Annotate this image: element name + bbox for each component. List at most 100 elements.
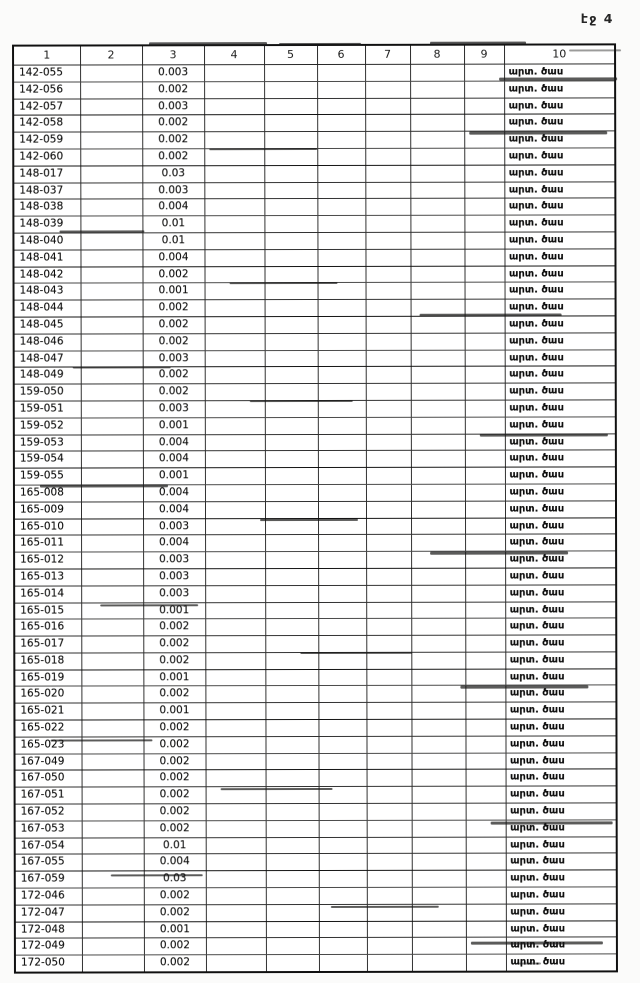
empty-cell	[465, 618, 506, 636]
empty-cell	[81, 854, 144, 872]
value-cell: 0.002	[143, 803, 206, 821]
empty-cell	[205, 854, 266, 871]
empty-cell	[317, 148, 366, 166]
empty-cell	[317, 181, 366, 199]
empty-cell	[205, 803, 266, 821]
value-cell: 0.002	[142, 316, 205, 334]
value-cell: 0.002	[142, 148, 205, 166]
empty-cell	[465, 819, 506, 837]
empty-cell	[264, 484, 318, 502]
empty-cell	[204, 383, 265, 401]
sample-id-cell: 165-016	[14, 619, 82, 637]
empty-cell	[81, 619, 144, 637]
empty-cell	[204, 450, 265, 468]
sample-id-cell: 165-021	[14, 703, 82, 721]
note-cell: արտ. ծաս	[504, 433, 616, 451]
sample-id-cell: 159-051	[13, 400, 81, 418]
empty-cell	[265, 618, 319, 636]
table-row: 142-060 0.002 արտ. ծաս	[13, 147, 616, 166]
value-cell: 0.001	[142, 283, 205, 301]
empty-cell	[317, 484, 366, 502]
empty-cell	[366, 954, 412, 972]
table-row: 148-038 0.004 արտ. ծաս	[13, 198, 616, 217]
empty-cell	[410, 265, 465, 283]
empty-cell	[465, 853, 506, 871]
note-cell: արտ. ծաս	[505, 920, 617, 938]
empty-cell	[465, 786, 506, 804]
empty-cell	[365, 501, 412, 518]
empty-cell	[204, 131, 265, 149]
table-row: 165-023 0.002 արտ. ծաս	[14, 735, 617, 754]
empty-cell	[465, 920, 506, 938]
empty-cell	[464, 332, 505, 350]
empty-cell	[204, 350, 265, 368]
empty-cell	[265, 837, 319, 855]
empty-cell	[81, 770, 144, 788]
empty-cell	[366, 517, 412, 535]
empty-cell	[410, 282, 465, 300]
value-cell: 0.002	[142, 131, 205, 149]
empty-cell	[464, 232, 505, 249]
table-row: 148-017 0.03 արտ. ծաս	[13, 164, 616, 183]
table-row: 165-012 0.003 արտ. ծաս	[14, 550, 617, 570]
empty-cell	[465, 937, 506, 955]
empty-cell	[465, 903, 506, 921]
column-header: 6	[317, 44, 366, 65]
empty-cell	[80, 98, 143, 116]
sample-id-cell: 167-054	[14, 837, 82, 855]
empty-cell	[80, 64, 143, 82]
empty-cell	[318, 954, 367, 973]
empty-cell	[205, 770, 266, 787]
sample-id-cell: 159-055	[13, 468, 81, 486]
note-cell: արտ. ծաս	[504, 114, 616, 132]
empty-cell	[317, 333, 366, 351]
empty-cell	[411, 836, 466, 854]
sample-id-cell: 142-058	[13, 115, 81, 133]
empty-cell	[365, 299, 411, 317]
table-row: 167-049 0.002 արտ. ծաս	[14, 752, 617, 771]
value-cell: 0.003	[142, 400, 205, 418]
note-cell: արտ. ծաս	[505, 954, 617, 972]
empty-cell	[81, 635, 144, 653]
empty-cell	[265, 685, 319, 703]
sample-id-cell: 148-037	[13, 182, 81, 200]
table-row: 142-055 0.003 արտ. ծաս	[13, 63, 616, 82]
empty-cell	[264, 215, 318, 233]
table-row: 172-047 0.002 արտ. ծաս	[14, 903, 617, 922]
empty-cell	[80, 367, 143, 385]
value-cell: 0.003	[143, 518, 206, 536]
table-row: 148-049 0.002 արտ. ծաս	[13, 366, 616, 385]
table-row: 165-011 0.004 արտ. ծաս	[14, 534, 617, 553]
empty-cell	[81, 753, 144, 771]
empty-cell	[464, 181, 505, 199]
empty-cell	[204, 282, 265, 300]
empty-cell	[204, 165, 265, 183]
note-cell: արտ. ծաս	[504, 466, 616, 485]
value-cell: 0.003	[143, 585, 206, 603]
empty-cell	[366, 803, 412, 821]
note-cell: արտ. ծաս	[505, 584, 617, 602]
table-row: 167-052 0.002 արտ. ծաս	[14, 802, 617, 821]
empty-cell	[80, 232, 143, 250]
empty-cell	[464, 114, 505, 132]
empty-cell	[265, 719, 319, 737]
empty-cell	[204, 333, 265, 351]
empty-cell	[410, 64, 465, 82]
value-cell: 0.003	[142, 98, 205, 116]
column-header: 10	[504, 44, 616, 65]
empty-cell	[465, 954, 506, 972]
empty-cell	[80, 165, 143, 183]
empty-cell	[366, 702, 412, 720]
value-cell: 0.004	[143, 854, 206, 872]
note-cell: արտ. ծաս	[505, 769, 617, 787]
sample-id-cell: 172-048	[14, 921, 82, 939]
empty-cell	[318, 685, 367, 703]
empty-cell	[80, 384, 143, 401]
note-cell: արտ. ծաս	[504, 181, 616, 199]
empty-cell	[205, 669, 266, 687]
empty-cell	[318, 803, 367, 821]
empty-cell	[264, 165, 318, 183]
empty-cell	[366, 853, 412, 871]
empty-cell	[411, 853, 466, 871]
empty-cell	[264, 501, 319, 519]
